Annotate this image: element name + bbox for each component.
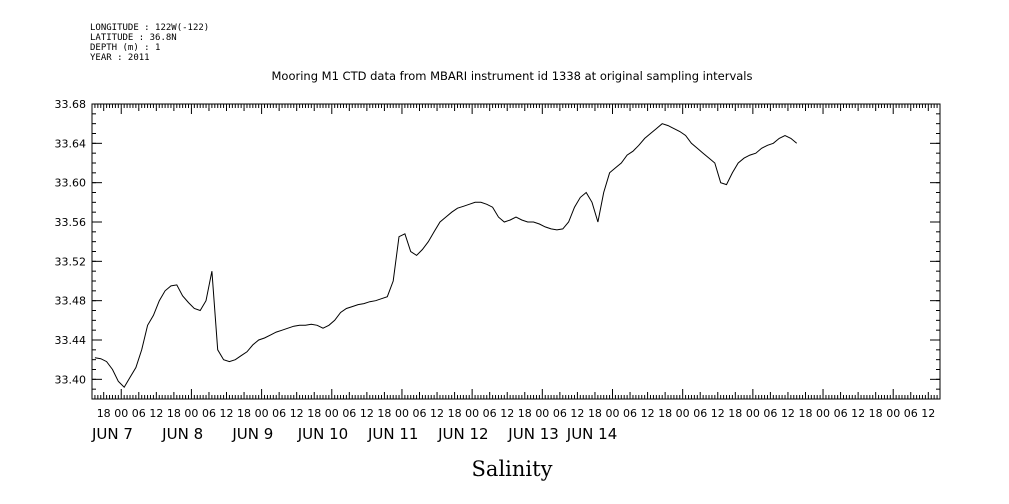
year-label: YEAR : 2011 [90, 53, 150, 63]
x-hour-label: 06 [904, 407, 918, 420]
y-axis: 33.68 33.64 33.60 33.56 33.52 33.48 33.44 33.40 [55, 98, 940, 400]
header-metadata: LONGITUDE : 122W(-122) LATITUDE : 36.8N … [90, 23, 209, 63]
x-hour-label: 18 [518, 407, 532, 420]
x-day-label: JUN 13 [507, 425, 558, 443]
series-layer [94, 123, 798, 389]
salinity-line [94, 123, 798, 389]
x-hour-label: 06 [553, 407, 567, 420]
x-hour-label: 06 [763, 407, 777, 420]
y-tick-label: 33.52 [55, 255, 87, 268]
x-hour-label: 06 [272, 407, 286, 420]
x-hour-label: 00 [255, 407, 269, 420]
x-day-label: JUN 12 [437, 425, 488, 443]
x-day-label: JUN 7 [91, 425, 133, 443]
x-hour-label: 00 [535, 407, 549, 420]
x-hour-label: 12 [641, 407, 655, 420]
x-axis: 18 00 06 12 18 00 06 12 18 00 06 12 18 00 06 12 18 00 06 12… [91, 104, 941, 443]
x-hour-label: 06 [623, 407, 637, 420]
x-hour-label: 06 [342, 407, 356, 420]
x-hour-label: 18 [798, 407, 812, 420]
y-tick-label: 33.48 [55, 295, 87, 308]
x-day-label: JUN 14 [566, 425, 617, 443]
x-hour-label: 18 [377, 407, 391, 420]
x-hour-label: 06 [132, 407, 146, 420]
plot-frame [91, 103, 941, 400]
x-axis-label: Salinity [472, 457, 553, 481]
x-hour-label: 12 [430, 407, 444, 420]
x-hour-label: 00 [886, 407, 900, 420]
x-hour-label: 12 [711, 407, 725, 420]
y-tick-label: 33.44 [55, 334, 87, 347]
x-hour-label: 00 [746, 407, 760, 420]
depth-label: DEPTH (m) : 1 [90, 43, 160, 53]
y-tick-label: 33.56 [55, 216, 87, 229]
longitude-label: LONGITUDE : 122W(-122) [90, 23, 209, 33]
x-hour-label: 18 [237, 407, 251, 420]
x-hour-label: 06 [483, 407, 497, 420]
x-hour-label: 18 [869, 407, 883, 420]
x-hour-label: 06 [413, 407, 427, 420]
x-hour-label: 00 [395, 407, 409, 420]
x-hour-label: 18 [658, 407, 672, 420]
x-hour-label: 12 [921, 407, 935, 420]
x-hour-label: 00 [676, 407, 690, 420]
x-hour-label: 06 [693, 407, 707, 420]
y-tick-label: 33.60 [55, 177, 87, 190]
x-hour-label: 18 [307, 407, 321, 420]
x-hour-label: 18 [167, 407, 181, 420]
x-hour-label: 12 [290, 407, 304, 420]
x-hour-label: 06 [834, 407, 848, 420]
x-hour-label: 00 [184, 407, 198, 420]
x-hour-label: 12 [570, 407, 584, 420]
x-hour-label: 00 [325, 407, 339, 420]
x-hour-label: 12 [220, 407, 234, 420]
x-hour-label: 12 [360, 407, 374, 420]
x-hour-label: 00 [465, 407, 479, 420]
x-hour-label: 18 [588, 407, 602, 420]
x-hour-label: 18 [97, 407, 111, 420]
y-tick-label: 33.40 [55, 373, 87, 386]
x-hour-label: 00 [816, 407, 830, 420]
x-hour-label: 06 [202, 407, 216, 420]
chart-title: Mooring M1 CTD data from MBARI instrumen… [272, 69, 753, 83]
x-hour-label: 00 [114, 407, 128, 420]
y-tick-label: 33.64 [55, 137, 87, 150]
latitude-label: LATITUDE : 36.8N [90, 33, 177, 43]
x-day-label: JUN 8 [161, 425, 203, 443]
y-tick-label: 33.68 [55, 98, 87, 111]
x-hour-label: 12 [500, 407, 514, 420]
x-hour-label: 12 [149, 407, 163, 420]
x-hour-label: 00 [605, 407, 619, 420]
x-day-label: JUN 11 [367, 425, 418, 443]
x-hour-label: 18 [448, 407, 462, 420]
x-hour-label: 18 [728, 407, 742, 420]
x-hour-label: 12 [781, 407, 795, 420]
x-day-label: JUN 9 [231, 425, 273, 443]
x-hour-label: 12 [851, 407, 865, 420]
x-day-label: JUN 10 [297, 425, 348, 443]
